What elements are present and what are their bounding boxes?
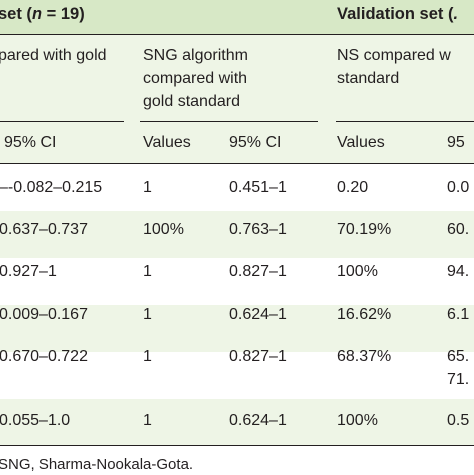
table-footnote: SNG, Sharma-Nookala-Gota.: [0, 456, 194, 473]
sng-header-line3: gold standard: [143, 93, 240, 110]
table-cell-ci-3: 94.: [447, 263, 470, 280]
table-cell-ci-2: 0.827–1: [229, 348, 287, 365]
validation-set-header: Validation set (.: [337, 5, 459, 23]
table-cell-values-2: 100%: [143, 221, 184, 238]
table-cell-ci-2: 0.624–1: [229, 306, 287, 323]
table-cell-values-2: 1: [143, 179, 152, 196]
table-cell-ci-2: 0.451–1: [229, 179, 287, 196]
table-cell-ci-3: 60.: [447, 221, 470, 238]
table-cell-ci-3: 6.1: [447, 306, 470, 323]
col-header-values-2: Values: [143, 134, 191, 151]
table-cell-values-2: 1: [143, 348, 152, 365]
ns-validation-header-line2: standard: [337, 70, 400, 87]
row-shade: [0, 211, 474, 258]
col-header-ci-2: 95% CI: [229, 134, 282, 151]
table-cell-values-3: 16.62%: [337, 306, 392, 323]
table-cell-ci-1: 0.055–1.0: [0, 412, 71, 429]
group-header-band: [0, 0, 474, 34]
column-header-rule: [0, 163, 474, 164]
ns-training-header: pared with gold: [0, 47, 107, 64]
subheader-rule-sng: [140, 121, 318, 122]
sub-header-band: [0, 34, 474, 122]
subheader-rule-ns-validation: [336, 121, 474, 122]
sng-header-line1: SNG algorithm: [143, 47, 248, 64]
subheader-rule-ns-training: [0, 121, 124, 122]
col-header-values-3: Values: [337, 134, 385, 151]
column-header-band: [0, 122, 474, 164]
ns-validation-header-line1: NS compared w: [337, 47, 451, 64]
sng-header-line2: compared with: [143, 70, 248, 87]
table-cell-ci-2: 0.827–1: [229, 263, 287, 280]
col-header-ci-3: 95: [447, 134, 465, 151]
table-cell-ci-1: 0.637–0.737: [0, 221, 88, 238]
table-cell-ci-3: 65.: [447, 348, 470, 365]
table-bottom-rule: [0, 445, 474, 446]
col-header-ci-1: 95% CI: [4, 134, 57, 151]
row-shade: [0, 399, 474, 446]
table-cell-values-3: 100%: [337, 412, 378, 429]
table-cell-values-2: 1: [143, 263, 152, 280]
table-cell-ci-2: 0.763–1: [229, 221, 287, 238]
table-cell-ci-3: 0.5: [447, 412, 470, 429]
group-header-rule: [0, 34, 474, 35]
table-cell-ci-2: 0.624–1: [229, 412, 287, 429]
table-cell-ci-1: 0.927–1: [0, 263, 57, 280]
training-set-header: set (n = 19): [0, 5, 85, 23]
table-cell-ci-3: 0.0: [447, 179, 470, 196]
table-cell-values-3: 70.19%: [337, 221, 392, 238]
table-cell-values-3: 0.20: [337, 179, 369, 196]
table-cell-ci-3-line2: 71.: [447, 371, 470, 388]
table-cell-values-3: 100%: [337, 263, 378, 280]
table-cell-ci-1: –-0.082–0.215: [0, 179, 103, 196]
table-cell-values-3: 68.37%: [337, 348, 392, 365]
table-cell-ci-1: 0.009–0.167: [0, 306, 88, 323]
table-cell-values-2: 1: [143, 412, 152, 429]
table-cell-values-2: 1: [143, 306, 152, 323]
table-cell-ci-1: 0.670–0.722: [0, 348, 88, 365]
row-shade: [0, 305, 474, 352]
